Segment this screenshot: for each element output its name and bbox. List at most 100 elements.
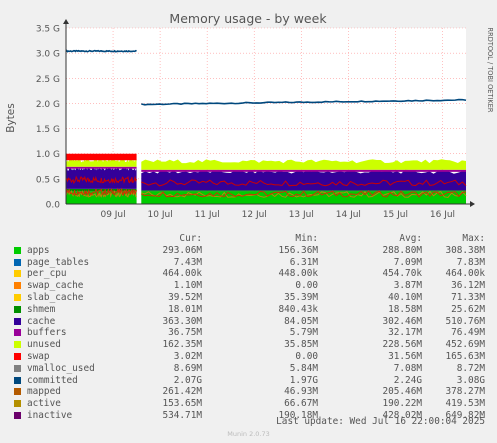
line-inactive xyxy=(65,175,138,184)
legend-value-min: 156.36M xyxy=(278,244,318,256)
legend-series-name: active xyxy=(27,398,61,410)
x-tick-label: 15 Jul xyxy=(383,210,408,220)
legend-value-max: 71.33M xyxy=(451,291,485,303)
area-cache xyxy=(66,166,137,189)
x-tick-label: 14 Jul xyxy=(336,210,361,220)
legend-row-mapped: mapped 261.42M 46.93M 205.46M 378.27M xyxy=(0,386,497,398)
legend-value-min: 6.31M xyxy=(289,256,318,268)
legend-value-max: 3.08G xyxy=(456,374,485,386)
legend-series-name: page_tables xyxy=(27,256,90,268)
legend-value-min: 0.00 xyxy=(295,350,318,362)
legend-swatch xyxy=(14,400,21,408)
legend-value-avg: 40.10M xyxy=(388,291,422,303)
column-cur: Cur: xyxy=(179,233,202,244)
legend-value-min: 46.93M xyxy=(284,386,318,398)
x-tick-label: 16 Jul xyxy=(430,210,455,220)
legend-swatch xyxy=(14,270,21,278)
legend-value-avg: 31.56M xyxy=(388,350,422,362)
legend-value-max: 8.72M xyxy=(456,362,485,374)
legend-swatch xyxy=(14,376,21,384)
legend-value-min: 448.00k xyxy=(278,268,318,280)
area-buffers xyxy=(66,166,137,169)
legend-row-vmalloc_used: vmalloc_used 8.69M 5.84M 7.08M 8.72M xyxy=(0,363,497,375)
legend-value-min: 35.39M xyxy=(284,291,318,303)
line-committed xyxy=(65,49,137,53)
legend-series-name: buffers xyxy=(27,327,67,339)
legend-value-cur: 3.02M xyxy=(173,350,202,362)
chart: Memory usage - by week Bytes RRDTOOL / T… xyxy=(5,11,494,220)
legend-value-avg: 205.46M xyxy=(382,386,422,398)
legend-value-max: 649.82M xyxy=(445,409,485,421)
legend-value-max: 378.27M xyxy=(445,386,485,398)
legend-series-name: mapped xyxy=(27,386,61,398)
legend-series-name: swap_cache xyxy=(27,280,84,292)
y-tick-label: 0.0 xyxy=(46,201,61,211)
legend-series-name: swap xyxy=(27,350,50,362)
legend-value-cur: 1.10M xyxy=(173,280,202,292)
legend-row-committed: committed 2.07G 1.97G 2.24G 3.08G xyxy=(0,375,497,387)
legend-row-active: active 153.65M 66.67M 190.22M 419.53M xyxy=(0,398,497,410)
legend-row-inactive: inactive 534.71M 190.18M 428.02M 649.82M xyxy=(0,410,497,422)
area-buffers xyxy=(141,169,466,172)
axes xyxy=(63,19,475,207)
x-axis-arrow xyxy=(470,201,475,207)
legend-value-min: 5.84M xyxy=(289,362,318,374)
legend-value-avg: 302.46M xyxy=(382,315,422,327)
legend-swatch xyxy=(14,411,21,419)
legend-value-max: 25.62M xyxy=(451,303,485,315)
legend-swatch xyxy=(14,329,21,337)
line-inactive xyxy=(141,179,467,187)
legend-value-max: 510.76M xyxy=(445,315,485,327)
area-unused xyxy=(141,159,466,170)
legend-series-name: cache xyxy=(27,315,56,327)
line-active xyxy=(141,190,467,198)
legend-row-per_cpu: per_cpu 464.00k 448.00k 454.70k 464.00k xyxy=(0,268,497,280)
legend-row-cache: cache 363.30M 84.05M 302.46M 510.76M xyxy=(0,316,497,328)
legend-series-name: apps xyxy=(27,244,50,256)
legend-swatch xyxy=(14,305,21,313)
column-max: Max: xyxy=(462,233,485,244)
legend-value-cur: 36.75M xyxy=(168,327,202,339)
legend-value-min: 0.00 xyxy=(295,280,318,292)
legend-value-cur: 261.42M xyxy=(162,386,202,398)
munin-version-footer: Munin 2.0.73 xyxy=(227,430,270,438)
y-tick-label: 2.0 G xyxy=(36,100,60,110)
legend-row-swap_cache: swap_cache 1.10M 0.00 3.87M 36.12M xyxy=(0,280,497,292)
legend-series-name: slab_cache xyxy=(27,291,84,303)
legend: Cur: Min: Avg: Max: apps 293.06M 156.36M 28… xyxy=(0,233,497,422)
legend-value-avg: 190.22M xyxy=(382,398,422,410)
legend-value-cur: 162.35M xyxy=(162,339,202,351)
last-update: Last update: Wed Jul 16 22:00:04 2025 xyxy=(276,416,485,427)
legend-value-max: 308.38M xyxy=(445,244,485,256)
legend-row-buffers: buffers 36.75M 5.79M 32.17M 76.49M xyxy=(0,327,497,339)
legend-value-cur: 39.52M xyxy=(168,291,202,303)
legend-value-avg: 2.24G xyxy=(393,374,422,386)
legend-value-max: 36.12M xyxy=(451,280,485,292)
x-tick-label: 11 Jul xyxy=(195,210,220,220)
legend-value-min: 66.67M xyxy=(284,398,318,410)
legend-swatch xyxy=(14,341,21,349)
legend-value-cur: 534.71M xyxy=(162,409,202,421)
legend-value-avg: 7.09M xyxy=(393,256,422,268)
y-tick-label: 0.5 G xyxy=(36,175,60,185)
legend-swatch xyxy=(14,246,21,254)
legend-series-name: inactive xyxy=(27,409,73,421)
y-tick-label: 2.5 G xyxy=(36,75,60,85)
legend-value-min: 35.85M xyxy=(284,339,318,351)
legend-series-name: vmalloc_used xyxy=(27,362,95,374)
legend-row-slab_cache: slab_cache 39.52M 35.39M 40.10M 71.33M xyxy=(0,292,497,304)
legend-value-min: 84.05M xyxy=(284,315,318,327)
chart-title: Memory usage - by week xyxy=(169,11,327,26)
legend-value-avg: 7.08M xyxy=(393,362,422,374)
legend-value-avg: 228.56M xyxy=(382,339,422,351)
column-avg: Avg: xyxy=(399,233,422,244)
legend-series-name: shmem xyxy=(27,303,56,315)
x-tick-label: 13 Jul xyxy=(289,210,314,220)
x-tick-labels: 09 Jul 10 Jul 11 Jul 12 Jul 13 Jul 14 Jul 15 J… xyxy=(100,210,455,220)
legend-value-max: 7.83M xyxy=(456,256,485,268)
legend-value-cur: 464.00k xyxy=(162,268,202,280)
legend-row-apps: apps 293.06M 156.36M 288.80M 308.38M xyxy=(0,245,497,257)
legend-value-max: 165.63M xyxy=(445,350,485,362)
legend-value-max: 76.49M xyxy=(451,327,485,339)
legend-row-unused: unused 162.35M 35.85M 228.56M 452.69M xyxy=(0,339,497,351)
